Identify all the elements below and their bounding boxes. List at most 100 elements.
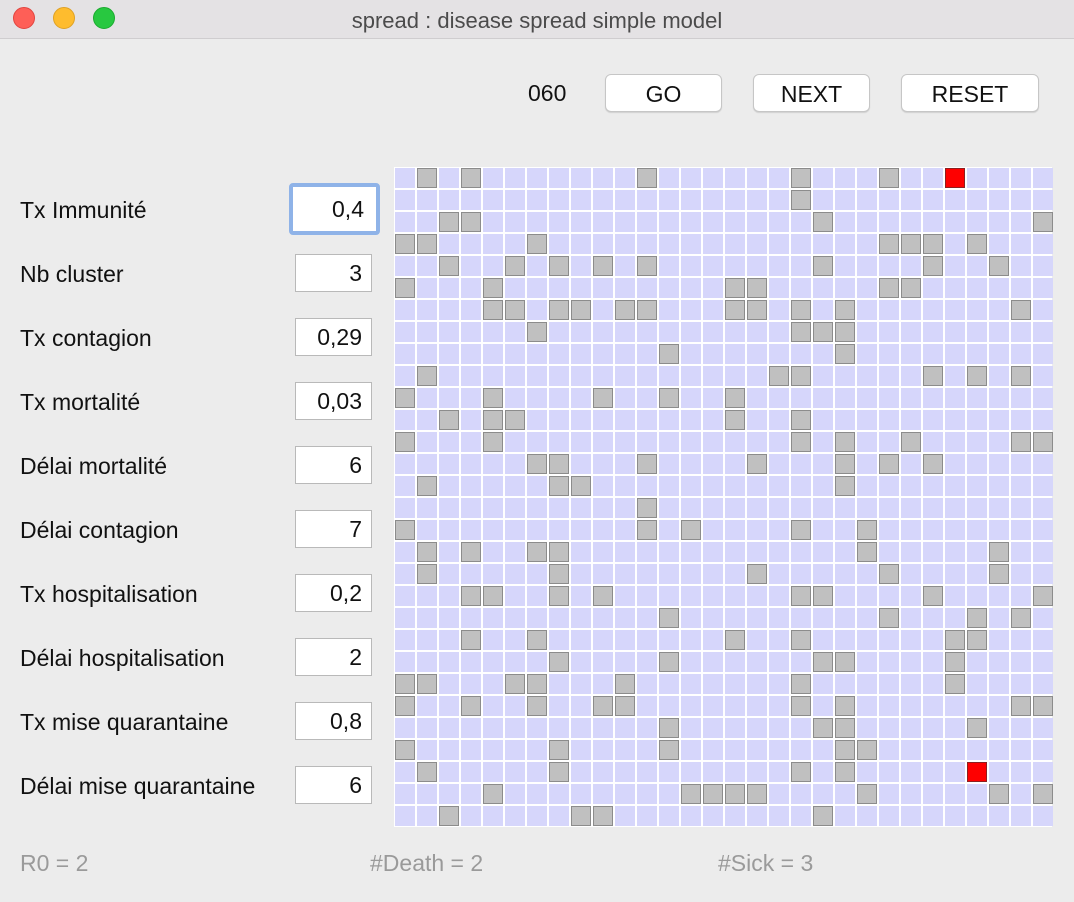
grid-cell-healthy [945, 322, 965, 342]
grid-cell-healthy [1011, 520, 1031, 540]
grid-cell-healthy [483, 608, 503, 628]
grid-cell-healthy [769, 586, 789, 606]
param-input-mortality-delay[interactable] [295, 446, 372, 484]
param-input-quarantine-rate[interactable] [295, 702, 372, 740]
grid-cell-healthy [593, 234, 613, 254]
grid-cell-healthy [791, 806, 811, 826]
grid-cell-healthy [439, 476, 459, 496]
grid-cell-immune [461, 586, 481, 606]
param-input-quarantine-delay[interactable] [295, 766, 372, 804]
grid-cell-healthy [703, 718, 723, 738]
grid-cell-healthy [483, 718, 503, 738]
grid-cell-healthy [505, 432, 525, 452]
grid-cell-healthy [527, 366, 547, 386]
grid-cell-healthy [813, 388, 833, 408]
grid-cell-healthy [549, 366, 569, 386]
grid-cell-immune [549, 476, 569, 496]
grid-cell-immune [395, 520, 415, 540]
grid-cell-healthy [637, 432, 657, 452]
grid-cell-immune [835, 322, 855, 342]
grid-cell-immune [1033, 212, 1053, 232]
grid-cell-healthy [527, 388, 547, 408]
grid-cell-healthy [395, 212, 415, 232]
grid-cell-healthy [571, 168, 591, 188]
grid-cell-immune [681, 520, 701, 540]
death-count-status: #Death = 2 [370, 850, 484, 876]
grid-cell-healthy [967, 432, 987, 452]
grid-cell-immune [791, 410, 811, 430]
grid-cell-healthy [549, 344, 569, 364]
grid-cell-healthy [593, 784, 613, 804]
grid-cell-healthy [417, 608, 437, 628]
grid-cell-healthy [923, 520, 943, 540]
grid-cell-healthy [725, 806, 745, 826]
grid-cell-healthy [1033, 674, 1053, 694]
grid-cell-healthy [901, 476, 921, 496]
next-button[interactable]: NEXT [753, 74, 870, 112]
grid-cell-healthy [615, 432, 635, 452]
grid-cell-healthy [1033, 190, 1053, 210]
grid-cell-healthy [395, 476, 415, 496]
grid-cell-healthy [659, 784, 679, 804]
grid-cell-healthy [615, 410, 635, 430]
grid-cell-healthy [637, 586, 657, 606]
grid-cell-healthy [593, 322, 613, 342]
grid-cell-healthy [637, 344, 657, 364]
grid-cell-healthy [439, 652, 459, 672]
grid-cell-immune [549, 586, 569, 606]
grid-cell-healthy [681, 498, 701, 518]
grid-cell-immune [857, 784, 877, 804]
grid-cell-healthy [725, 432, 745, 452]
grid-cell-healthy [835, 586, 855, 606]
param-input-mortality-rate[interactable] [295, 382, 372, 420]
param-input-hospitalisation-delay[interactable] [295, 638, 372, 676]
grid-cell-healthy [923, 674, 943, 694]
grid-cell-healthy [1033, 542, 1053, 562]
maximize-window-button[interactable] [93, 7, 115, 29]
close-window-button[interactable] [13, 7, 35, 29]
grid-cell-healthy [967, 520, 987, 540]
grid-cell-healthy [483, 168, 503, 188]
param-input-hospitalisation-rate[interactable] [295, 574, 372, 612]
grid-cell-healthy [747, 806, 767, 826]
grid-cell-healthy [439, 190, 459, 210]
grid-cell-immune [791, 168, 811, 188]
grid-cell-immune [835, 344, 855, 364]
grid-cell-healthy [615, 740, 635, 760]
param-input-contagion-rate[interactable] [295, 318, 372, 356]
param-input-immunity-rate[interactable] [289, 183, 380, 235]
grid-cell-immune [791, 520, 811, 540]
grid-cell-healthy [967, 344, 987, 364]
grid-cell-healthy [439, 300, 459, 320]
grid-cell-healthy [703, 388, 723, 408]
go-button[interactable]: GO [605, 74, 722, 112]
grid-cell-healthy [549, 234, 569, 254]
grid-cell-healthy [527, 432, 547, 452]
grid-cell-healthy [417, 696, 437, 716]
grid-cell-immune [945, 674, 965, 694]
grid-cell-healthy [703, 410, 723, 430]
reset-button[interactable]: RESET [901, 74, 1039, 112]
grid-cell-healthy [637, 652, 657, 672]
grid-cell-healthy [703, 168, 723, 188]
grid-cell-immune [571, 806, 591, 826]
grid-cell-healthy [1011, 168, 1031, 188]
minimize-window-button[interactable] [53, 7, 75, 29]
grid-cell-immune [813, 212, 833, 232]
grid-cell-healthy [461, 322, 481, 342]
grid-cell-healthy [769, 190, 789, 210]
sick-count-status: #Sick = 3 [718, 850, 814, 876]
grid-cell-healthy [769, 740, 789, 760]
grid-cell-healthy [659, 630, 679, 650]
grid-cell-healthy [703, 520, 723, 540]
grid-cell-healthy [989, 740, 1009, 760]
grid-cell-healthy [769, 718, 789, 738]
grid-cell-healthy [857, 476, 877, 496]
grid-cell-immune [989, 542, 1009, 562]
grid-cell-healthy [549, 388, 569, 408]
param-input-contagion-delay[interactable] [295, 510, 372, 548]
grid-cell-healthy [923, 212, 943, 232]
grid-cell-healthy [461, 432, 481, 452]
param-input-cluster-count[interactable] [295, 254, 372, 292]
grid-cell-healthy [901, 696, 921, 716]
